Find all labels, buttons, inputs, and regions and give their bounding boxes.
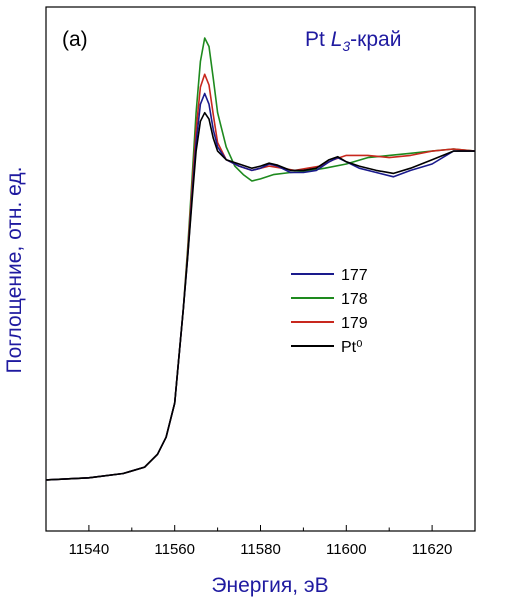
edge-annotation-prefix: Pt	[305, 28, 331, 51]
series-line-Pt⁰	[45, 111, 475, 481]
x-ticks: 11540 11560 11580 11600 11620	[45, 525, 476, 558]
series-lines	[45, 37, 476, 481]
panel-label: (a)	[62, 28, 88, 51]
edge-annotation-suffix: -край	[350, 28, 401, 51]
y-axis-title: Поглощение, отн. ед.	[3, 167, 26, 374]
series-line-178	[45, 37, 476, 481]
edge-annotation-italic: L	[331, 28, 343, 51]
x-tick-label: 11540	[69, 541, 110, 558]
legend-label: 177	[341, 267, 368, 284]
x-tick-label: 11560	[154, 541, 195, 558]
legend: 177 178 179 Pt⁰	[291, 267, 368, 356]
series-line-179	[45, 73, 476, 481]
edge-annotation: Pt L3-край	[305, 28, 401, 54]
x-axis-title: Энергия, эВ	[211, 574, 328, 597]
x-tick-label: 11620	[412, 541, 453, 558]
x-tick-label: 11580	[240, 541, 281, 558]
series-line-177	[45, 92, 475, 481]
legend-label: 179	[341, 315, 368, 332]
plot-frame	[45, 6, 476, 532]
legend-label: 178	[341, 291, 368, 308]
edge-annotation-sub: 3	[342, 38, 350, 54]
legend-label: Pt⁰	[341, 339, 363, 356]
x-tick-label: 11600	[326, 541, 367, 558]
